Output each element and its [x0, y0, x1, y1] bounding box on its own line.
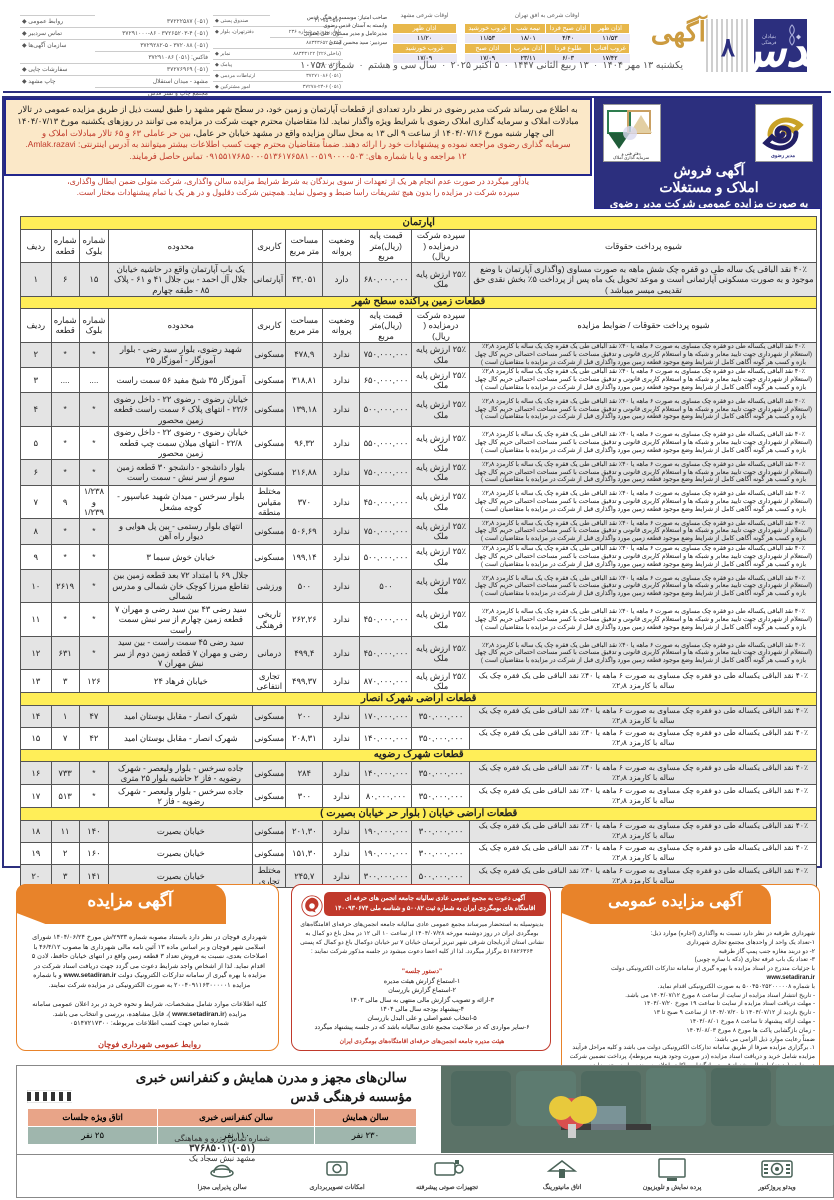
svg-text:قدس: قدس: [754, 25, 807, 72]
svg-text:تجهیزات صوتی پیشرفته: تجهیزات صوتی پیشرفته: [416, 1184, 478, 1191]
svg-text:سرمایه گذاری املاک: سرمایه گذاری املاک: [613, 155, 650, 160]
svg-text:سالن پذیرایی مجزا: سالن پذیرایی مجزا: [197, 1184, 246, 1191]
svg-text:ویدئو پروژکتور: ویدئو پروژکتور: [757, 1184, 795, 1191]
svg-text:پرده نمایش و تلویزیون: پرده نمایش و تلویزیون: [643, 1184, 702, 1191]
svg-text:مدبر رضوی: مدبر رضوی: [771, 153, 795, 159]
svg-text:امکانات تصویربرداری: امکانات تصویربرداری: [309, 1184, 365, 1191]
svg-text:اتاق مانیتورینگ: اتاق مانیتورینگ: [543, 1183, 582, 1191]
